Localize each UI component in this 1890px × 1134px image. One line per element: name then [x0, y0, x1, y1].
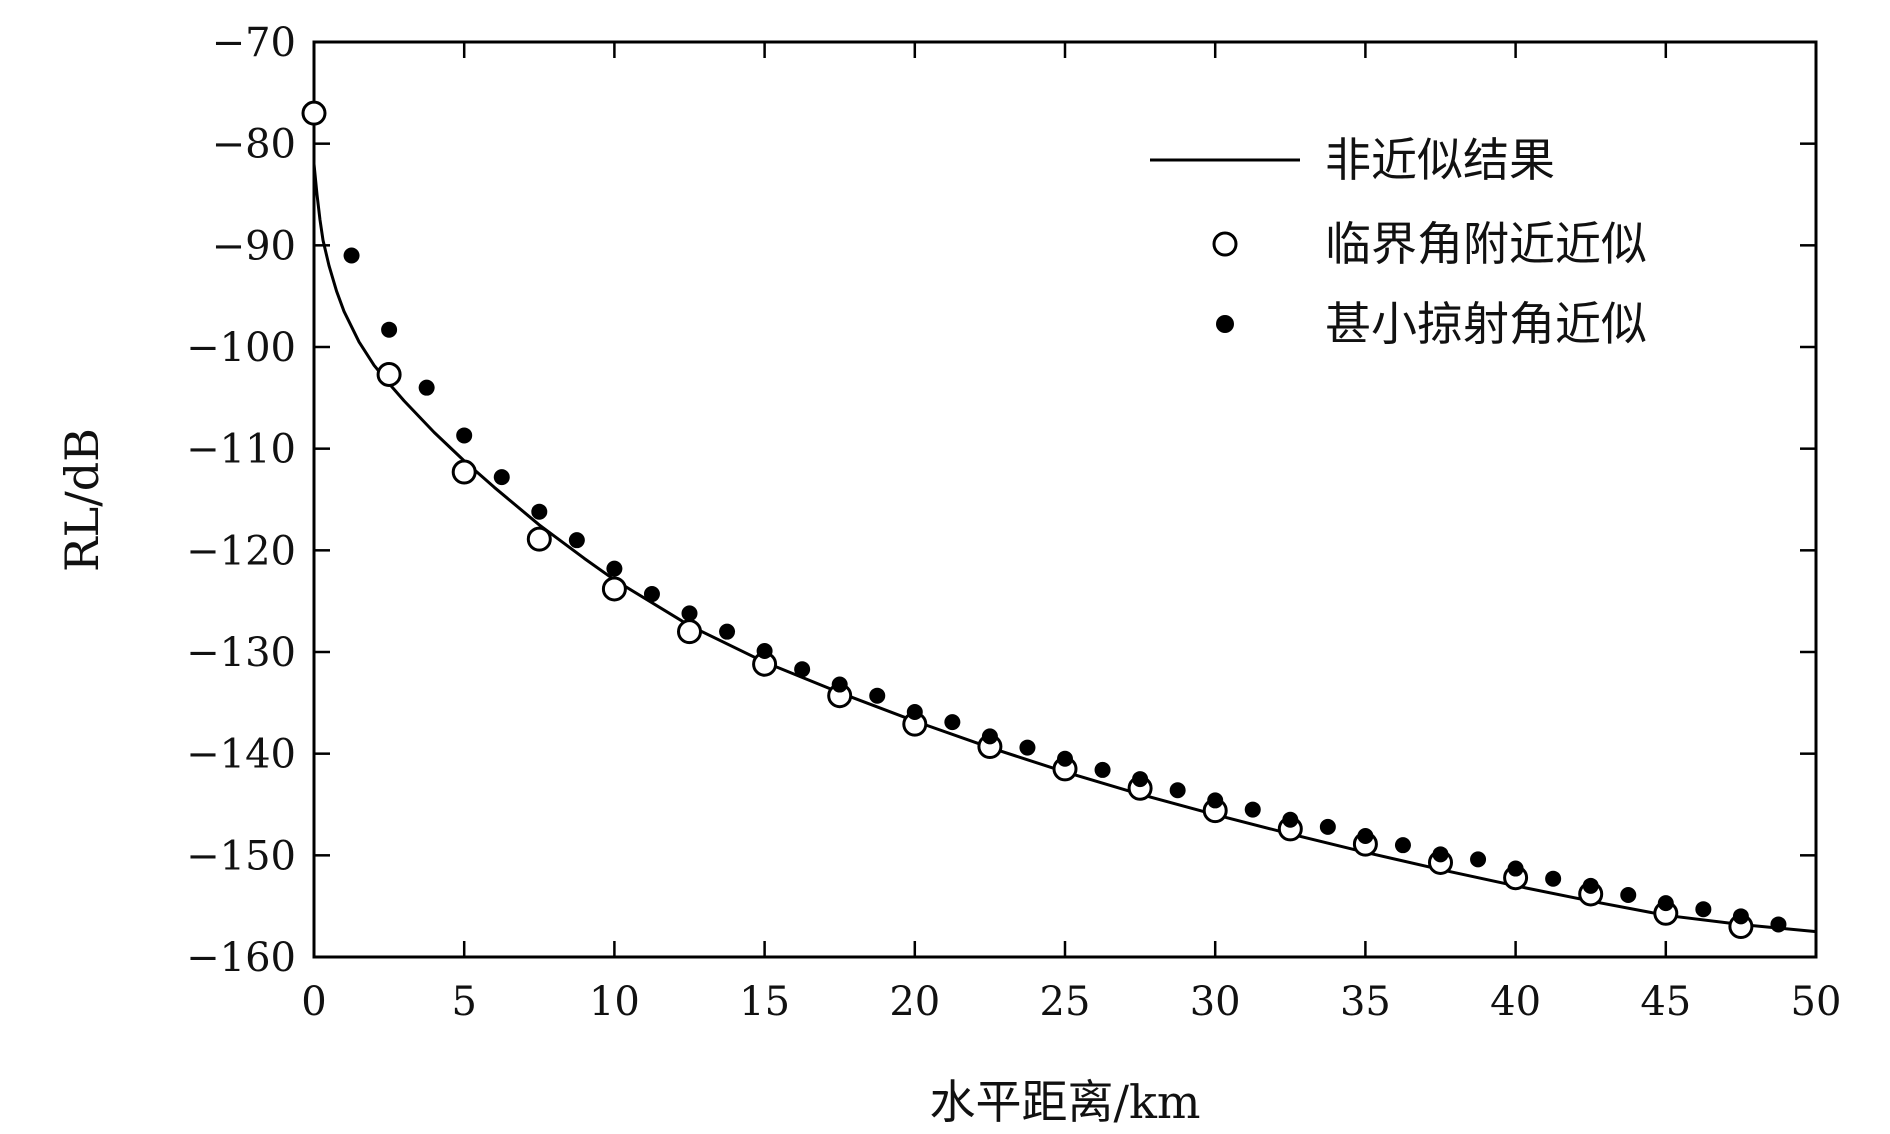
x-tick-label-5: 5 [451, 979, 476, 1025]
filled-circle-point [756, 642, 773, 659]
y-axis-title: RL/dB [55, 428, 109, 572]
y-tick-label--90: −90 [212, 223, 296, 269]
filled-circle-point [1244, 801, 1261, 818]
filled-circle-point [381, 321, 398, 338]
series-filled-circles-group [343, 247, 1787, 933]
filled-circle-point [1319, 818, 1336, 835]
filled-circle-point [794, 661, 811, 678]
filled-circle-point [1657, 895, 1674, 912]
y-tick-label--70: −70 [212, 20, 296, 66]
legend-label-critical-angle: 临界角附近近似 [1325, 217, 1647, 271]
legend-filled-circle-swatch [1216, 315, 1234, 333]
x-tick-label-50: 50 [1791, 979, 1842, 1025]
filled-circle-point [1432, 846, 1449, 863]
legend-open-circle-swatch [1212, 231, 1238, 257]
open-circle-point [677, 619, 702, 645]
x-axis-title: 水平距离/km [930, 1075, 1201, 1129]
x-tick-label-0: 0 [301, 979, 326, 1025]
filled-circle-point [343, 247, 360, 264]
filled-circle-point [568, 532, 585, 549]
filled-circle-point [1357, 828, 1374, 845]
filled-circle-point [606, 560, 623, 577]
y-tick-label--110: −110 [186, 427, 296, 473]
filled-circle-point [681, 605, 698, 622]
x-tick-label-45: 45 [1640, 979, 1691, 1025]
filled-circle-point [1732, 908, 1749, 925]
y-tick-label--100: −100 [186, 325, 296, 371]
filled-circle-point [1169, 782, 1186, 799]
x-tick-label-30: 30 [1190, 979, 1241, 1025]
x-tick-label-35: 35 [1340, 979, 1391, 1025]
filled-circle-point [531, 503, 548, 520]
legend-label-small-grazing: 甚小掠射角近似 [1325, 297, 1647, 351]
filled-circle-point [1470, 851, 1487, 868]
filled-circle-point [1620, 886, 1637, 903]
axis-tick-labels: 0 5 10 15 20 25 30 35 40 45 50 −160 −150 −140 −130 −120… [186, 20, 1841, 1025]
filled-circle-point [1582, 877, 1599, 894]
filled-circle-point [493, 469, 510, 486]
y-tick-label--150: −150 [186, 833, 296, 879]
y-tick-label--80: −80 [212, 122, 296, 168]
y-tick-label--130: −130 [186, 630, 296, 676]
x-tick-label-10: 10 [589, 979, 640, 1025]
x-tick-label-40: 40 [1490, 979, 1541, 1025]
y-tick-label--140: −140 [186, 732, 296, 778]
y-tick-label--160: −160 [186, 935, 296, 981]
open-circle-point [376, 361, 402, 387]
filled-circle-point [1507, 860, 1524, 877]
legend: 非近似结果 临界角附近近似 甚小掠射角近似 [1150, 133, 1647, 351]
filled-circle-point [719, 623, 736, 640]
open-circle-point [601, 576, 627, 602]
open-circle-point [526, 526, 552, 552]
x-tick-label-15: 15 [739, 979, 790, 1025]
filled-circle-point [1019, 739, 1036, 756]
filled-circle-point [1545, 870, 1562, 887]
filled-circle-point [1394, 837, 1411, 854]
legend-label-nonapprox: 非近似结果 [1325, 133, 1555, 187]
y-tick-label--120: −120 [186, 528, 296, 574]
filled-circle-point [1282, 811, 1299, 828]
filled-circle-point [1770, 916, 1787, 933]
filled-circle-point [643, 586, 660, 603]
x-tick-label-25: 25 [1040, 979, 1091, 1025]
filled-circle-point [944, 714, 961, 731]
filled-circle-point [418, 379, 435, 396]
open-circle-point [451, 459, 477, 485]
filled-circle-point [981, 728, 998, 745]
filled-circle-point [831, 676, 848, 693]
filled-circle-point [1057, 750, 1073, 767]
plot-frame [312, 40, 1818, 959]
filled-circle-point [1132, 771, 1149, 788]
filled-circle-point [1207, 792, 1224, 809]
filled-circle-point [456, 427, 473, 444]
axis-ticks [312, 40, 1818, 959]
x-tick-label-20: 20 [889, 979, 940, 1025]
open-circle-point [301, 100, 327, 126]
filled-circle-point [906, 703, 923, 720]
filled-circle-point [1695, 901, 1712, 918]
filled-circle-point [1094, 761, 1111, 778]
filled-circle-point [869, 687, 886, 704]
